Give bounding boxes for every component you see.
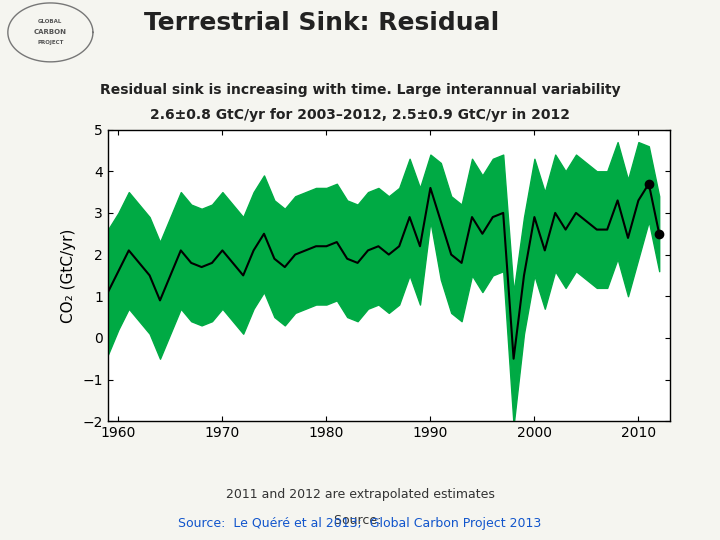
Text: Residual sink is increasing with time. Large interannual variability: Residual sink is increasing with time. L… [99,83,621,97]
Text: Source:  Le Quéré et al 2013;  Global Carbon Project 2013: Source: Le Quéré et al 2013; Global Carb… [179,517,541,530]
Text: PROJECT: PROJECT [37,40,63,45]
Text: 2011 and 2012 are extrapolated estimates: 2011 and 2012 are extrapolated estimates [225,488,495,501]
Text: Source:: Source: [334,514,386,527]
Y-axis label: CO₂ (GtC/yr): CO₂ (GtC/yr) [60,228,76,322]
Text: GLOBAL: GLOBAL [38,19,63,24]
Text: Terrestrial Sink: Residual: Terrestrial Sink: Residual [144,11,499,35]
Text: 2.6±0.8 GtC/yr for 2003–2012, 2.5±0.9 GtC/yr in 2012: 2.6±0.8 GtC/yr for 2003–2012, 2.5±0.9 Gt… [150,108,570,122]
Text: CARBON: CARBON [34,29,67,35]
